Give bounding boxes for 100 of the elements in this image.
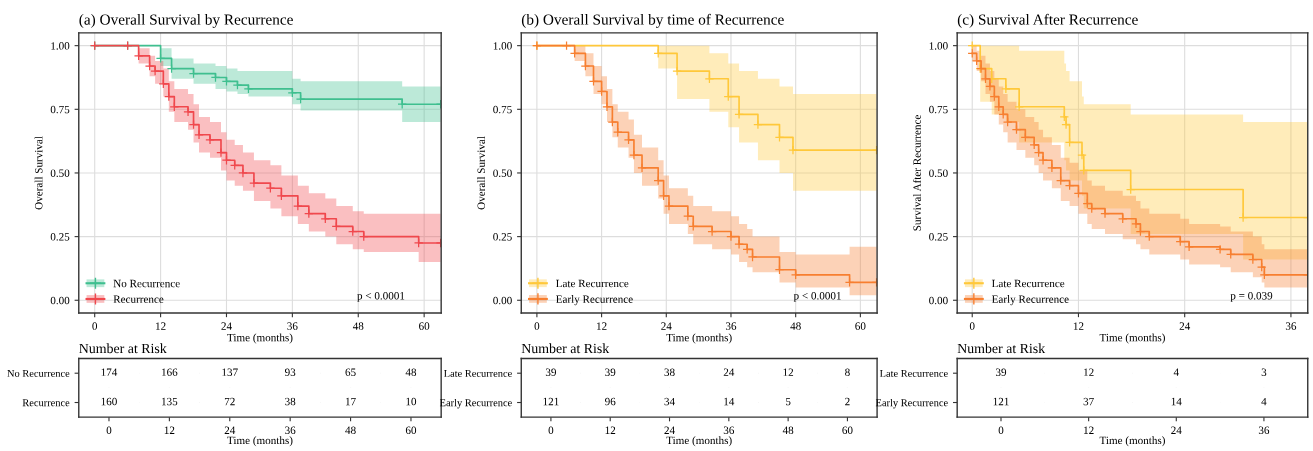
y-tick-label: 0.25: [493, 233, 512, 241]
y-axis-title: Survival After Recurrence: [912, 115, 921, 231]
x-tick-label: 48: [345, 426, 356, 435]
x-tick-label: 12: [1084, 426, 1094, 434]
data-label: 72: [224, 397, 235, 406]
y-tick-label: 0.25: [929, 233, 948, 241]
x-tick-label: 0: [92, 322, 98, 330]
x-axis-title: Time (months): [227, 436, 293, 447]
y-tick-label: 0.50: [929, 169, 948, 177]
data-label: 48: [405, 368, 417, 376]
y-tick-label: Late Recurrence: [879, 370, 948, 377]
x-tick-label: 48: [782, 426, 794, 435]
x-tick-label: 36: [287, 322, 298, 330]
data-label: 14: [1171, 397, 1182, 406]
x-tick-label: 12: [597, 322, 607, 330]
data-label: 39: [605, 368, 616, 376]
x-tick-label: 0: [106, 426, 112, 435]
data-label: 10: [406, 397, 417, 406]
chart-title: Number at Risk: [521, 343, 610, 354]
chart-title: Number at Risk: [79, 343, 167, 354]
y-tick-label: 0.50: [493, 169, 512, 177]
data-label: 38: [285, 397, 296, 406]
data-label: 137: [222, 368, 238, 376]
x-tick-label: 12: [156, 322, 166, 330]
x-tick-label: 24: [661, 322, 672, 330]
x-tick-label: 0: [548, 426, 554, 435]
annotation: p < 0.0001: [357, 292, 405, 302]
x-axis-title: Time (months): [227, 333, 293, 344]
data-label: 5: [786, 397, 791, 406]
y-tick-label: 0.75: [929, 105, 948, 114]
x-axis-title: Time (months): [1099, 436, 1165, 447]
y-tick-label: 0.75: [493, 105, 512, 114]
y-tick-label: Recurrence: [22, 399, 70, 407]
x-tick-label: 0: [998, 426, 1004, 435]
legend-label: Late Recurrence: [991, 279, 1065, 288]
y-tick-label: 0.00: [929, 296, 948, 305]
x-tick-label: 48: [352, 322, 364, 330]
data-label: 12: [783, 368, 794, 376]
data-label: 135: [162, 397, 178, 406]
data-label: 93: [284, 368, 296, 376]
y-tick-label: 1.00: [51, 42, 70, 50]
annotation: p < 0.0001: [793, 292, 841, 302]
legend-label: No Recurrence: [113, 279, 180, 288]
x-tick-label: 36: [725, 322, 737, 330]
data-label: 2: [845, 397, 850, 406]
x-tick-label: 24: [224, 426, 236, 434]
x-tick-label: 36: [1285, 322, 1297, 330]
data-label: 14: [724, 397, 735, 406]
x-tick-label: 12: [164, 426, 175, 434]
data-label: 65: [345, 368, 356, 376]
y-axis-title: Overall Survival: [477, 136, 485, 210]
legend-label: Early Recurrence: [556, 295, 633, 306]
x-tick-label: 24: [1179, 322, 1191, 330]
x-tick-label: 36: [723, 426, 735, 435]
y-tick-label: 0.25: [50, 233, 70, 241]
y-tick-label: Late Recurrence: [444, 370, 512, 377]
x-tick-label: 24: [221, 322, 232, 330]
data-label: 34: [664, 397, 675, 406]
data-label: 160: [101, 397, 117, 406]
data-label: 38: [664, 368, 675, 376]
x-tick-label: 60: [419, 322, 430, 330]
data-label: 121: [993, 397, 1009, 406]
y-axis-title: Overall Survival: [34, 136, 43, 210]
data-label: 12: [1084, 368, 1094, 376]
annotation: p = 0.039: [1230, 292, 1273, 302]
x-tick-label: 12: [1073, 322, 1084, 330]
y-tick-label: 0.75: [50, 105, 70, 114]
data-label: 96: [605, 397, 616, 406]
x-axis-title: Time (months): [666, 333, 732, 344]
legend-label: Recurrence: [113, 295, 164, 303]
x-tick-label: 24: [1171, 426, 1182, 434]
x-tick-label: 12: [605, 426, 616, 434]
legend-label: Early Recurrence: [991, 295, 1069, 306]
data-label: 4: [1261, 397, 1267, 406]
x-tick-label: 60: [405, 426, 417, 435]
y-tick-label: 1.00: [929, 42, 948, 50]
data-label: 17: [345, 397, 356, 406]
chart-title: (c) Survival After Recurrence: [957, 13, 1138, 28]
y-tick-label: 0.00: [493, 296, 512, 305]
x-tick-label: 48: [790, 322, 801, 330]
chart-title: (b) Overall Survival by time of Recurrence: [521, 13, 784, 28]
y-tick-label: 1.00: [493, 42, 512, 50]
data-label: 4: [1173, 368, 1179, 376]
x-tick-label: 0: [969, 322, 975, 330]
x-tick-label: 36: [285, 426, 296, 435]
data-label: 39: [545, 368, 557, 376]
data-label: 3: [1261, 368, 1267, 376]
data-label: 166: [162, 368, 178, 376]
legend-label: Late Recurrence: [556, 279, 629, 288]
x-axis-title: Time (months): [1099, 333, 1165, 344]
x-axis-title: Time (months): [666, 436, 732, 447]
chart-title: (a) Overall Survival by Recurrence: [79, 13, 293, 28]
data-label: 121: [543, 397, 559, 406]
y-tick-label: No Recurrence: [7, 370, 70, 377]
data-label: 24: [723, 368, 735, 376]
data-label: 39: [995, 368, 1007, 376]
y-tick-label: 0.00: [50, 296, 70, 305]
data-label: 37: [1083, 397, 1094, 406]
x-tick-label: 36: [1258, 426, 1270, 435]
x-tick-label: 60: [842, 426, 853, 435]
